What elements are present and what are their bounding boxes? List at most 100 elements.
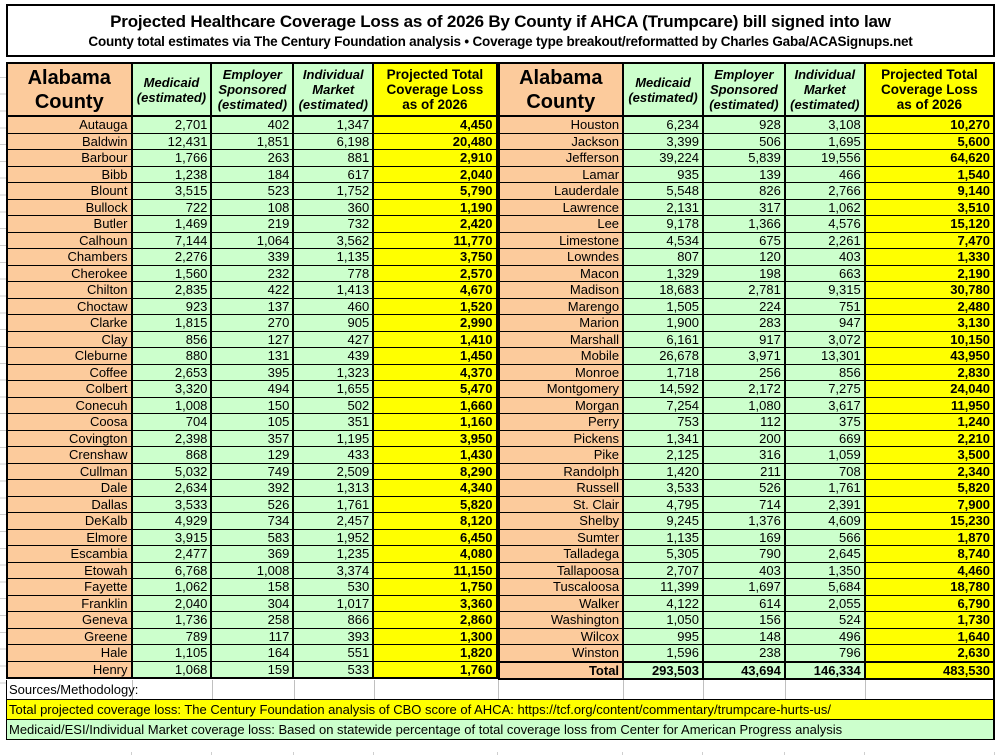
county-cell[interactable]: Greene	[6, 627, 133, 645]
employer-cell[interactable]: 749	[210, 462, 295, 480]
individual-cell[interactable]: 1,695	[783, 132, 866, 150]
individual-cell[interactable]: 1,761	[783, 479, 866, 497]
medicaid-cell[interactable]: 1,062	[130, 578, 213, 596]
county-cell[interactable]: Cullman	[6, 462, 133, 480]
county-cell[interactable]: Elmore	[6, 528, 133, 546]
county-cell[interactable]: Morgan	[497, 396, 625, 414]
medicaid-cell[interactable]: 12,431	[130, 132, 213, 150]
individual-cell[interactable]: 732	[292, 215, 375, 233]
county-cell[interactable]: Barbour	[6, 149, 133, 167]
medicaid-cell[interactable]: 1,329	[622, 264, 704, 282]
individual-cell[interactable]: 351	[292, 413, 375, 431]
individual-cell[interactable]: 751	[783, 297, 866, 315]
county-cell[interactable]: Pike	[497, 446, 625, 464]
individual-cell[interactable]: 393	[292, 627, 375, 645]
county-cell[interactable]: Madison	[497, 281, 625, 299]
employer-cell[interactable]: 316	[701, 446, 786, 464]
total-cell[interactable]: 3,500	[863, 446, 996, 464]
total-cell[interactable]: 5,790	[372, 182, 498, 200]
total-cell[interactable]: 2,570	[372, 264, 498, 282]
total-cell[interactable]: 3,130	[863, 314, 996, 332]
total-cell[interactable]: 1,240	[863, 413, 996, 431]
medicaid-cell[interactable]: 6,768	[130, 561, 213, 579]
medicaid-cell[interactable]: 1,105	[130, 644, 213, 662]
individual-cell[interactable]: 427	[292, 330, 375, 348]
county-cell[interactable]: Calhoun	[6, 231, 133, 249]
medicaid-cell[interactable]: 9,245	[622, 512, 704, 530]
total-cell[interactable]: 2,910	[372, 149, 498, 167]
employer-cell[interactable]: 523	[210, 182, 295, 200]
county-cell[interactable]: Cherokee	[6, 264, 133, 282]
employer-cell[interactable]: 2,781	[701, 281, 786, 299]
medicaid-cell[interactable]: 704	[130, 413, 213, 431]
employer-cell[interactable]: 3,971	[701, 347, 786, 365]
medicaid-cell[interactable]: 1,341	[622, 429, 704, 447]
county-cell[interactable]: Tallapoosa	[497, 561, 625, 579]
individual-cell[interactable]: 2,055	[783, 594, 866, 612]
total-cell[interactable]: 6,450	[372, 528, 498, 546]
employer-cell[interactable]: 369	[210, 545, 295, 563]
county-cell[interactable]: Pickens	[497, 429, 625, 447]
employer-cell[interactable]: 1,008	[210, 561, 295, 579]
county-cell[interactable]: Coosa	[6, 413, 133, 431]
employer-cell[interactable]: 1,366	[701, 215, 786, 233]
total-cell[interactable]: 8,290	[372, 462, 498, 480]
employer-cell[interactable]: 317	[701, 198, 786, 216]
individual-cell[interactable]: 433	[292, 446, 375, 464]
total-cell[interactable]: 15,120	[863, 215, 996, 233]
individual-cell[interactable]: 7,275	[783, 380, 866, 398]
medicaid-cell[interactable]: 1,815	[130, 314, 213, 332]
individual-cell[interactable]: 1,952	[292, 528, 375, 546]
medicaid-cell[interactable]: 6,234	[622, 115, 704, 134]
total-cell[interactable]: 1,430	[372, 446, 498, 464]
county-cell[interactable]: Shelby	[497, 512, 625, 530]
individual-cell[interactable]: 2,457	[292, 512, 375, 530]
individual-cell[interactable]: 551	[292, 644, 375, 662]
total-cell[interactable]: 2,990	[372, 314, 498, 332]
county-cell[interactable]: Henry	[6, 660, 133, 679]
medicaid-cell[interactable]: 1,718	[622, 363, 704, 381]
county-cell[interactable]: Hale	[6, 644, 133, 662]
employer-cell[interactable]: 1,080	[701, 396, 786, 414]
medicaid-cell[interactable]: 2,701	[130, 115, 213, 134]
total-cell[interactable]: 2,480	[863, 297, 996, 315]
medicaid-cell[interactable]: 293,503	[622, 660, 704, 680]
total-cell[interactable]: 1,520	[372, 297, 498, 315]
county-cell[interactable]: Covington	[6, 429, 133, 447]
county-cell[interactable]: Monroe	[497, 363, 625, 381]
total-cell[interactable]: 2,830	[863, 363, 996, 381]
total-cell[interactable]: 11,770	[372, 231, 498, 249]
individual-cell[interactable]: 566	[783, 528, 866, 546]
county-cell[interactable]: Crenshaw	[6, 446, 133, 464]
medicaid-cell[interactable]: 2,276	[130, 248, 213, 266]
total-cell[interactable]: 1,540	[863, 165, 996, 183]
total-cell[interactable]: 11,150	[372, 561, 498, 579]
individual-cell[interactable]: 866	[292, 611, 375, 629]
county-cell[interactable]: Marshall	[497, 330, 625, 348]
employer-cell[interactable]: 198	[701, 264, 786, 282]
medicaid-cell[interactable]: 14,592	[622, 380, 704, 398]
individual-cell[interactable]: 530	[292, 578, 375, 596]
individual-cell[interactable]: 1,017	[292, 594, 375, 612]
employer-cell[interactable]: 256	[701, 363, 786, 381]
county-cell[interactable]: Montgomery	[497, 380, 625, 398]
employer-cell[interactable]: 917	[701, 330, 786, 348]
total-cell[interactable]: 1,410	[372, 330, 498, 348]
employer-cell[interactable]: 790	[701, 545, 786, 563]
county-cell[interactable]: Bullock	[6, 198, 133, 216]
total-cell[interactable]: 18,780	[863, 578, 996, 596]
employer-cell[interactable]: 403	[701, 561, 786, 579]
employer-cell[interactable]: 238	[701, 644, 786, 662]
total-cell[interactable]: 15,230	[863, 512, 996, 530]
individual-cell[interactable]: 19,556	[783, 149, 866, 167]
total-cell[interactable]: 1,660	[372, 396, 498, 414]
employer-cell[interactable]: 5,839	[701, 149, 786, 167]
county-cell[interactable]: Geneva	[6, 611, 133, 629]
individual-cell[interactable]: 466	[783, 165, 866, 183]
individual-cell[interactable]: 496	[783, 627, 866, 645]
individual-cell[interactable]: 1,313	[292, 479, 375, 497]
county-cell[interactable]: Cleburne	[6, 347, 133, 365]
total-cell[interactable]: 1,760	[372, 660, 498, 679]
medicaid-cell[interactable]: 789	[130, 627, 213, 645]
medicaid-cell[interactable]: 2,653	[130, 363, 213, 381]
